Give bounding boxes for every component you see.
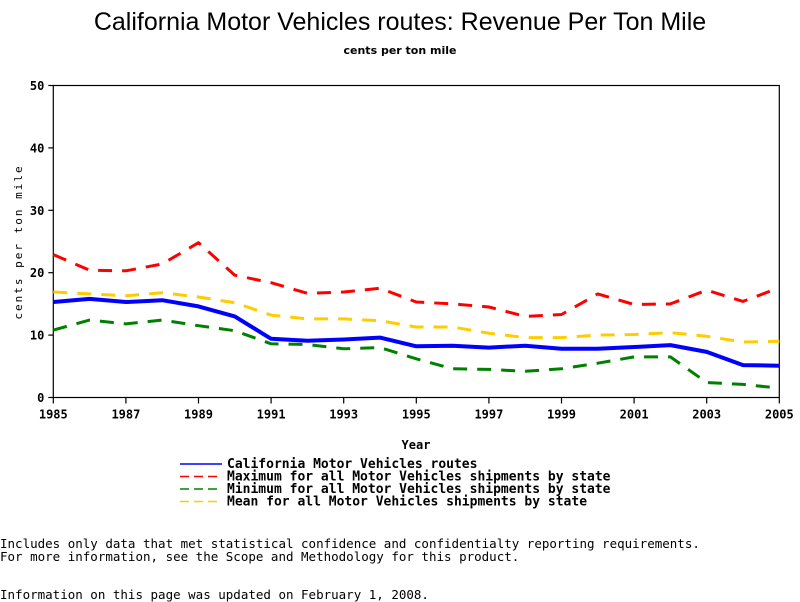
x-tick-label: 2003 bbox=[692, 408, 721, 422]
y-tick-label: 40 bbox=[30, 141, 44, 155]
series-line-0 bbox=[53, 296, 780, 368]
x-tick-label: 1991 bbox=[257, 408, 286, 422]
legend-label: Maximum for all Motor Vehicles shipments… bbox=[227, 470, 611, 485]
footnote-methodology: For more information, see the Scope and … bbox=[0, 549, 520, 564]
y-axis-ticks: 0 10 20 30 40 50 bbox=[30, 79, 54, 405]
y-tick-label: 10 bbox=[30, 329, 44, 343]
y-tick-label: 50 bbox=[30, 79, 44, 93]
series-lines bbox=[52, 241, 780, 390]
y-tick-label: 0 bbox=[37, 391, 44, 405]
footnote-confidence: Includes only data that met statistical … bbox=[0, 536, 700, 551]
chart-title: California Motor Vehicles routes: Revenu… bbox=[94, 8, 706, 36]
x-tick-label: 1997 bbox=[474, 408, 503, 422]
x-tick-label: 2001 bbox=[620, 408, 649, 422]
x-tick-label: 1995 bbox=[402, 408, 431, 422]
plot-frame bbox=[52, 84, 780, 399]
x-tick-label: 1985 bbox=[39, 408, 68, 422]
x-tick-label: 1999 bbox=[547, 408, 576, 422]
x-axis-ticks: 1985 1987 1989 1991 1993 1995 1997 1999 2001 2003… bbox=[39, 397, 794, 422]
x-tick-label: 1989 bbox=[184, 408, 213, 422]
series-line-2 bbox=[52, 318, 780, 390]
plot-border bbox=[52, 84, 780, 399]
series-line-3 bbox=[53, 290, 780, 344]
legend: California Motor Vehicles routesMaximum … bbox=[180, 457, 611, 510]
y-tick-label: 30 bbox=[30, 204, 44, 218]
x-tick-label: 1993 bbox=[329, 408, 358, 422]
y-tick-label: 20 bbox=[30, 266, 44, 280]
x-axis-label: Year bbox=[402, 438, 431, 452]
legend-label: California Motor Vehicles routes bbox=[227, 457, 477, 472]
chart-subtitle: cents per ton mile bbox=[344, 44, 457, 57]
series-line-1 bbox=[52, 241, 780, 318]
y-axis-label: cents per ton mile bbox=[12, 164, 25, 319]
x-tick-label: 1987 bbox=[111, 408, 140, 422]
footnote-updated: Information on this page was updated on … bbox=[0, 587, 429, 602]
legend-label: Minimum for all Motor Vehicles shipments… bbox=[227, 482, 611, 497]
x-tick-label: 2005 bbox=[765, 408, 794, 422]
legend-label: Mean for all Motor Vehicles shipments by… bbox=[227, 495, 587, 510]
